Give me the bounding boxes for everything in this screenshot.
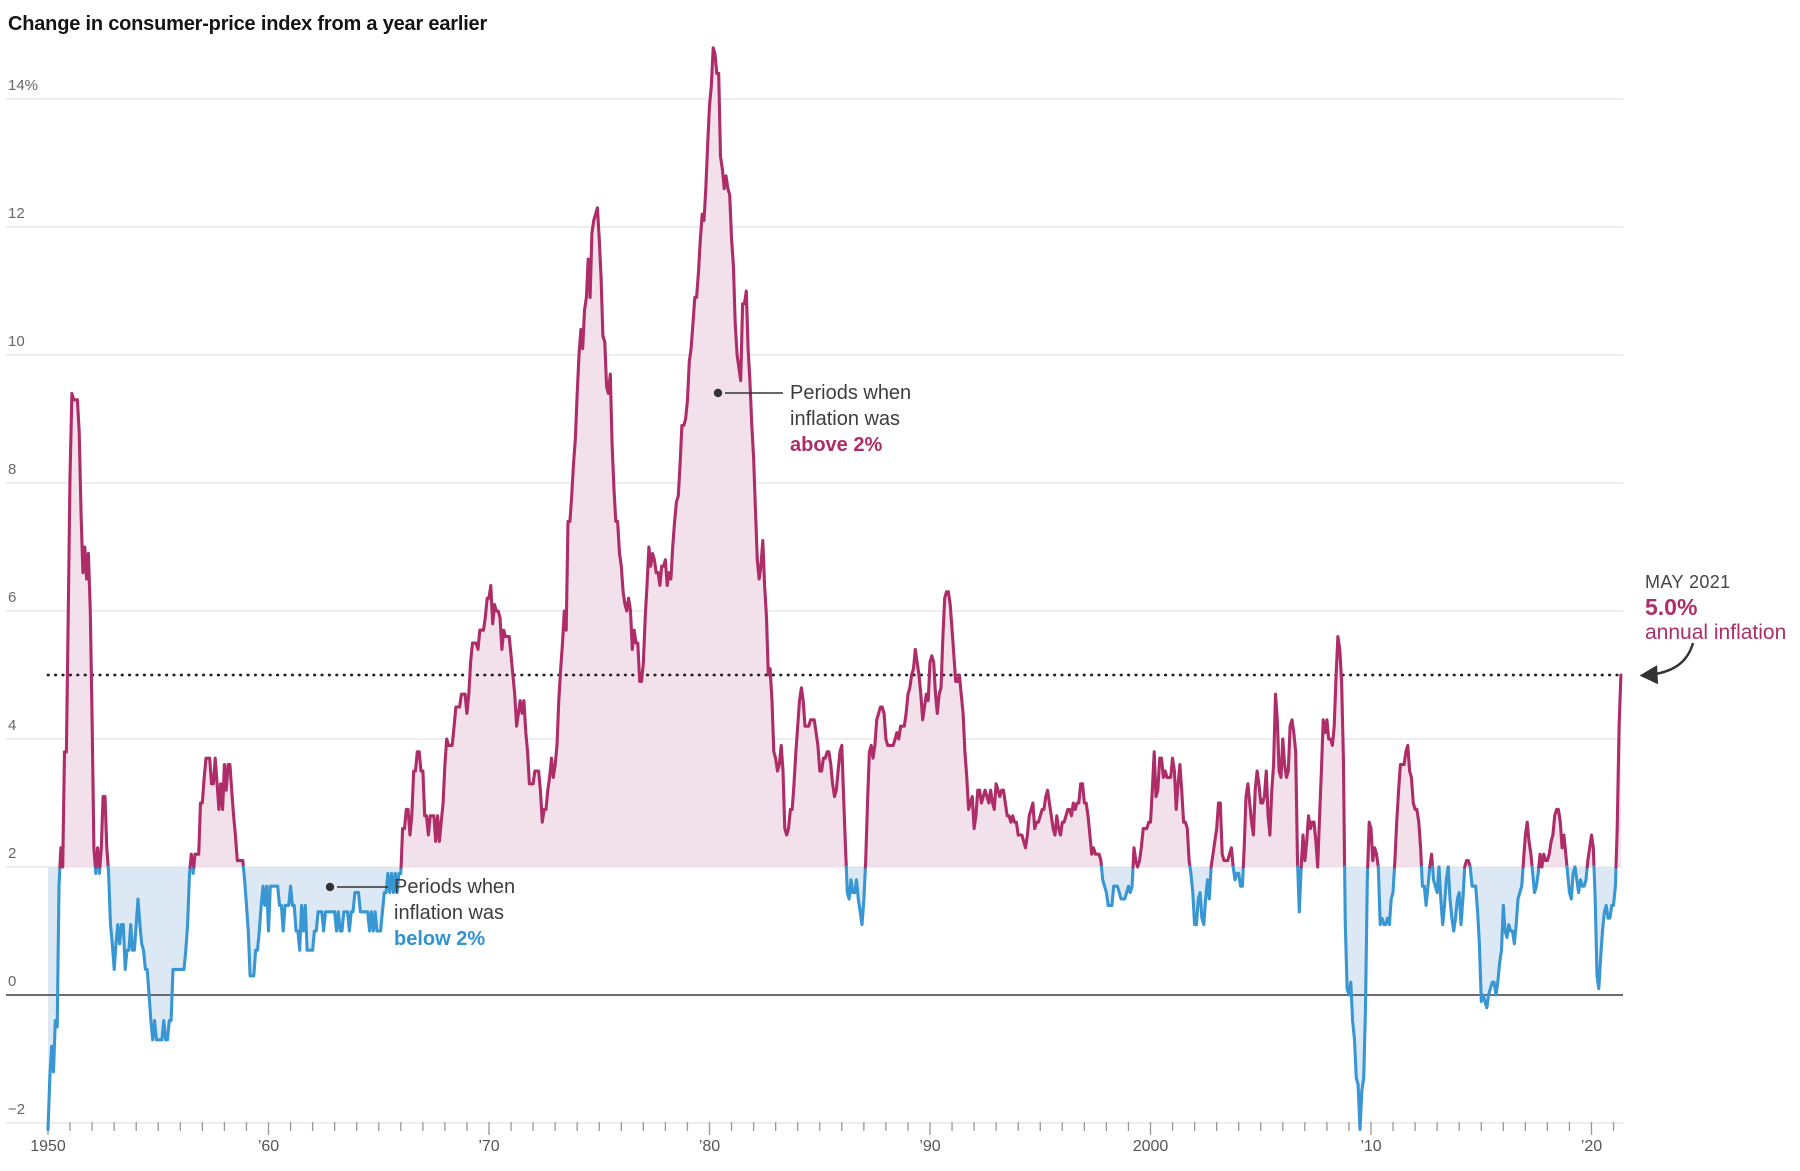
area-fill-above-2pct [59, 393, 96, 867]
line-segment-below-2pct [106, 865, 192, 1042]
area-fill-below-2pct [1344, 867, 1368, 1130]
annotation-below-line1: Periods when [394, 876, 516, 898]
line-segment-above-2pct [1463, 859, 1472, 869]
annotation-above-line3: above 2% [790, 434, 883, 456]
area-fill-above-2pct [1133, 751, 1190, 867]
area-fills [48, 47, 1621, 1130]
x-axis-label: ’90 [919, 1138, 941, 1155]
y-axis-label: 14% [8, 77, 39, 94]
line-segment-below-2pct [46, 865, 62, 1131]
y-axis-label: 6 [8, 589, 17, 606]
chart-title: Change in consumer-price index from a ye… [8, 13, 488, 35]
line-segment-above-2pct [1131, 750, 1192, 869]
area-fill-below-2pct [108, 867, 191, 1040]
line-segment-above-2pct [1585, 833, 1596, 869]
line-segment-below-2pct [1231, 865, 1245, 888]
line-segment-below-2pct [1592, 865, 1618, 991]
line-segment-below-2pct [1419, 865, 1432, 907]
line-segment-above-2pct [1392, 743, 1424, 869]
line-segment-above-2pct [188, 852, 195, 869]
line-segment-below-2pct [1431, 865, 1441, 895]
x-axis-label: ’20 [1580, 1138, 1603, 1155]
line-segment-above-2pct [1366, 820, 1380, 869]
annotation-above-2pct: Periods when inflation was above 2% [790, 380, 911, 458]
line-segment-below-2pct [241, 865, 403, 978]
line-segment-below-2pct [1437, 865, 1450, 927]
callout-dot-below [325, 882, 335, 892]
line-segment-below-2pct [97, 865, 102, 875]
line-segment-above-2pct [192, 756, 245, 869]
line-segment-below-2pct [1573, 865, 1589, 895]
x-axis-label: ’60 [257, 1138, 280, 1155]
annotation-below-2pct: Periods when inflation was below 2% [394, 874, 515, 952]
line-segment-below-2pct [1530, 865, 1541, 895]
inflation-line [46, 46, 1623, 1131]
annotation-above-line2: inflation was [790, 408, 901, 430]
y-axis-label: 12 [8, 205, 25, 222]
line-segment-above-2pct [399, 46, 848, 869]
latest-value-arrow-icon [1639, 642, 1695, 685]
callout-dot-above [713, 388, 723, 398]
line-segment-below-2pct [1446, 865, 1467, 933]
line-segment-below-2pct [1565, 865, 1577, 901]
x-axis-label: 2000 [1132, 1138, 1169, 1155]
area-fill-above-2pct [401, 47, 847, 868]
y-axis-label: 0 [8, 973, 17, 990]
annotation-below-line2: inflation was [394, 902, 505, 924]
latest-caption: annual inflation [1645, 621, 1787, 644]
area-fill-above-2pct [1211, 803, 1234, 867]
line-segment-above-2pct [94, 846, 101, 869]
area-fill-below-2pct [243, 867, 402, 976]
line-segment-above-2pct [863, 590, 1104, 869]
y-axis-label: 2 [8, 845, 17, 862]
x-axis-label: 1950 [30, 1138, 66, 1155]
area-fill-above-2pct [865, 591, 1102, 867]
area-fill-below-2pct [1470, 867, 1524, 1008]
y-axis-label: 10 [8, 333, 25, 350]
line-segment-above-2pct [1209, 801, 1235, 869]
x-axis-ticks [47, 1122, 1615, 1135]
line-segment-below-2pct [93, 865, 98, 875]
line-segment-above-2pct [1428, 852, 1435, 869]
line-segment-above-2pct [58, 391, 97, 869]
line-segment-above-2pct [1299, 635, 1347, 869]
line-segment-below-2pct [1343, 865, 1370, 1131]
line-segment-above-2pct [98, 795, 110, 869]
line-segment-above-2pct [1537, 807, 1569, 869]
x-axis-label: ’70 [478, 1138, 500, 1155]
x-axis-label: ’80 [698, 1138, 721, 1155]
latest-value: 5.0% [1645, 594, 1698, 620]
annotation-above-line1: Periods when [790, 382, 912, 404]
y-axis-label: −2 [8, 1101, 26, 1118]
line-segment-below-2pct [1188, 865, 1213, 927]
line-segment-below-2pct [844, 865, 867, 927]
line-segment-below-2pct [1296, 865, 1303, 914]
area-fill-above-2pct [1394, 745, 1422, 867]
area-fill-above-2pct [1243, 694, 1298, 867]
annotation-below-line3: below 2% [394, 928, 486, 950]
y-axis-label: 4 [8, 717, 17, 734]
latest-date-label: MAY 2021 [1645, 572, 1731, 592]
line-segment-above-2pct [1614, 673, 1623, 869]
line-segment-below-2pct [190, 865, 196, 875]
line-segment-above-2pct [1521, 820, 1534, 869]
line-segment-below-2pct [1468, 865, 1525, 1010]
line-segment-below-2pct [1376, 865, 1397, 927]
area-fill-below-2pct [1378, 867, 1395, 925]
line-segment-below-2pct [1099, 865, 1135, 907]
annotation-latest-value: MAY 2021 5.0% annual inflation [1645, 570, 1786, 646]
y-axis-label: 8 [8, 461, 17, 478]
line-segment-above-2pct [1241, 692, 1300, 869]
x-axis-label: ’10 [1360, 1138, 1382, 1155]
